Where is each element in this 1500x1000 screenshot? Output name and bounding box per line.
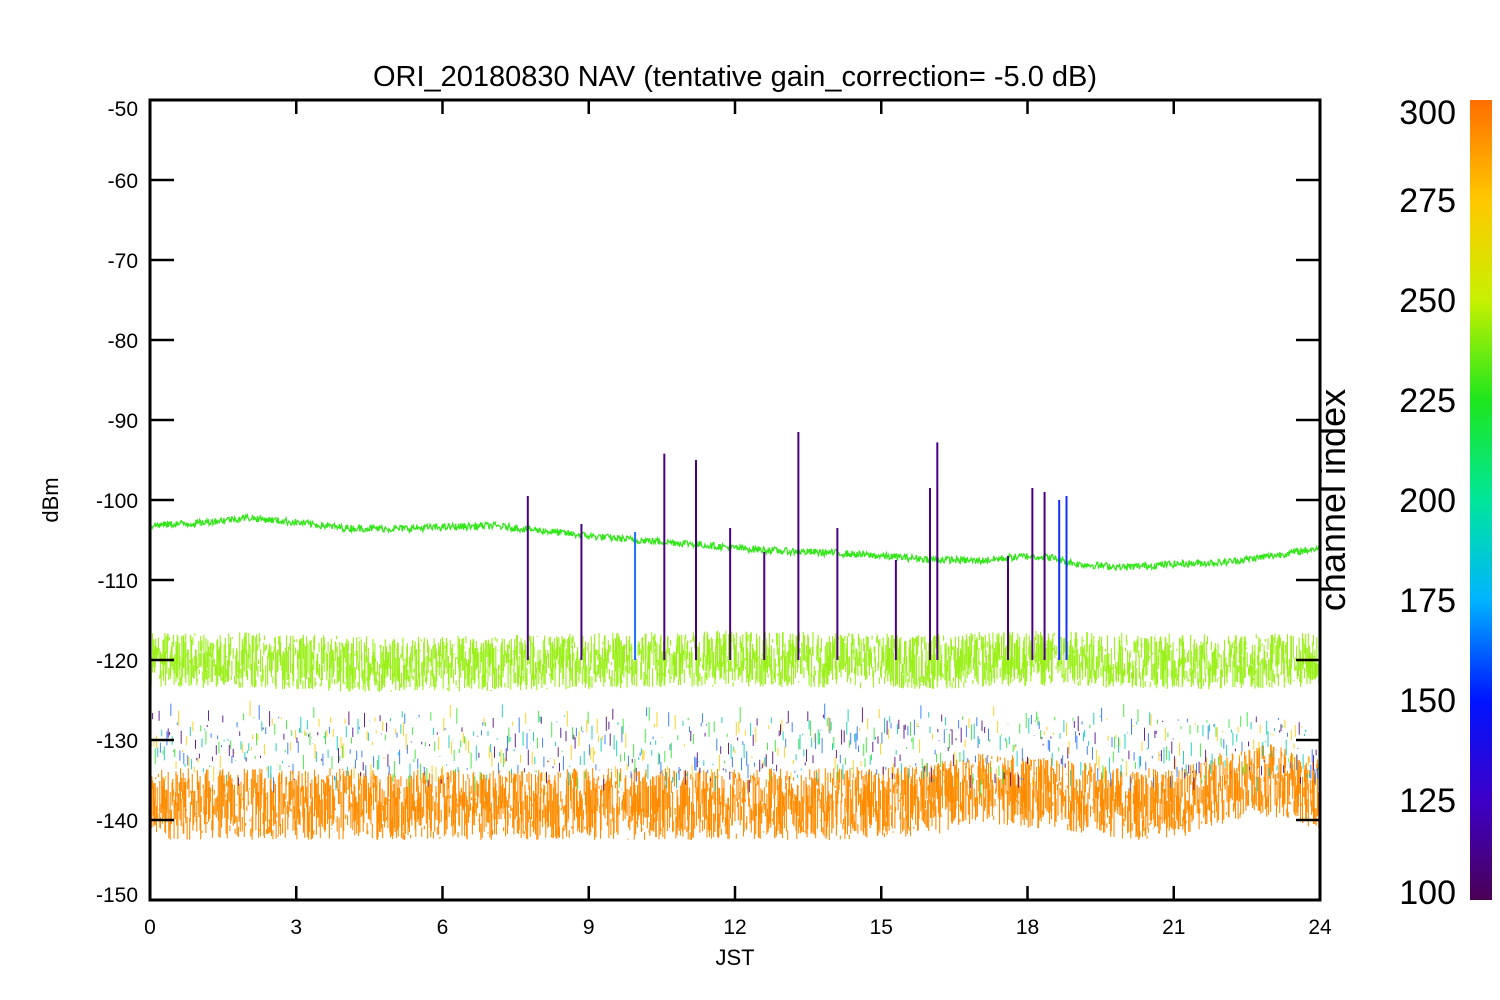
y-tick-label: -140: [96, 810, 138, 833]
y-tick-label: -60: [108, 170, 138, 193]
mid-band-4: [153, 700, 1309, 787]
chart-title: ORI_20180830 NAV (tentative gain_correct…: [373, 61, 1097, 93]
y-tick-label: -130: [96, 730, 138, 753]
y-tick-label: -80: [108, 330, 138, 353]
mid-band-1: [159, 703, 1320, 793]
x-tick-label: 24: [1308, 916, 1332, 939]
x-tick-label: 0: [144, 916, 156, 939]
plot-area: [150, 432, 1320, 840]
colorbar: [1470, 100, 1492, 900]
x-tick-label: 12: [723, 916, 746, 939]
x-tick-label: 21: [1162, 916, 1185, 939]
mid-band-0: [154, 704, 1290, 796]
colorbar-title: channel index: [1312, 389, 1353, 611]
colorbar-tick-label: 150: [1399, 682, 1456, 720]
colorbar-tick-label: 200: [1399, 482, 1456, 520]
y-tick-label: -120: [96, 650, 138, 673]
series-line-0: [150, 512, 1320, 572]
colorbar-tick-label: 225: [1399, 382, 1456, 420]
series-band-1: [150, 630, 1320, 692]
y-tick-label: -90: [108, 410, 138, 433]
mid-band-3: [150, 707, 1317, 793]
colorbar-ticks: 300 275 250 225 200 175 150 125 100: [1399, 94, 1456, 912]
x-tick-label: 6: [437, 916, 449, 939]
x-tick-label: 9: [583, 916, 595, 939]
y-tick-label: -150: [96, 884, 138, 907]
colorbar-tick-label: 175: [1399, 582, 1456, 620]
colorbar-tick-label: 300: [1399, 94, 1456, 132]
colorbar-tick-label: 275: [1399, 182, 1456, 220]
series-band-2: [150, 744, 1320, 840]
colorbar-tick-label: 250: [1399, 282, 1456, 320]
x-tick-label: 18: [1016, 916, 1039, 939]
y-tick-label: -70: [108, 250, 138, 273]
y-axis: -50 -60 -70 -80 -90 -100 -110 -120 -130 -140 -150: [96, 98, 1320, 907]
y-axis-title: dBm: [38, 477, 63, 522]
plot-frame: [148, 98, 1322, 902]
colorbar-tick-label: 125: [1399, 782, 1456, 820]
x-axis-title: JST: [715, 945, 754, 970]
y-tick-label: -100: [96, 490, 138, 513]
colorbar-tick-label: 100: [1399, 874, 1456, 912]
x-axis: 0 3 6 9 12 15 18 21 24: [144, 100, 1332, 939]
x-tick-label: 3: [290, 916, 302, 939]
y-tick-label: -110: [98, 570, 138, 593]
y-tick-label: -50: [108, 98, 138, 121]
x-tick-label: 15: [870, 916, 893, 939]
